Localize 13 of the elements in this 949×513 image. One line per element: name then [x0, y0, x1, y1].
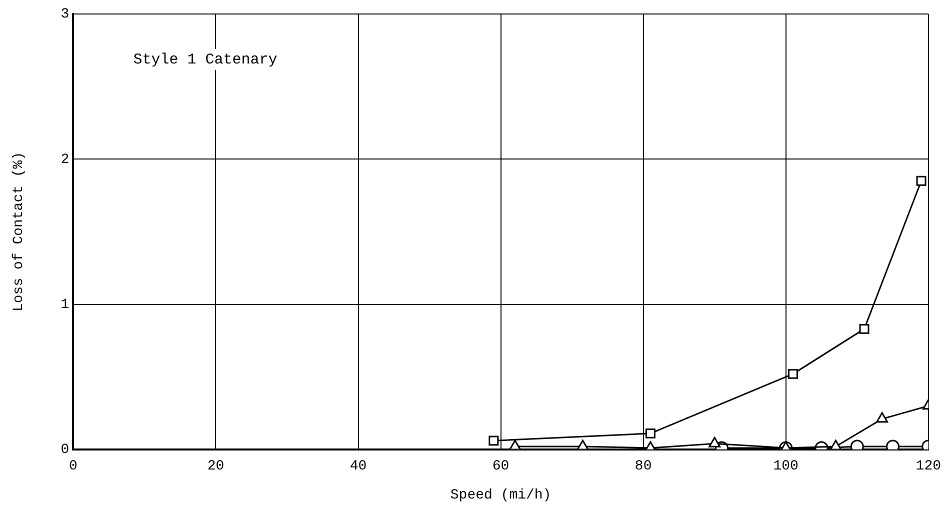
x-tick-label: 20	[207, 458, 224, 475]
y-tick-label: 3	[60, 6, 70, 23]
x-tick-label: 100	[773, 458, 798, 475]
x-tick-label: 60	[492, 458, 510, 475]
y-tick-label: 2	[60, 152, 70, 168]
annotation: Style 1 Catenary	[133, 51, 278, 68]
x-tick-label: 120	[916, 458, 942, 475]
y-tick-label: 0	[60, 442, 70, 458]
x-tick-label: 40	[350, 458, 367, 475]
y-axis-title: Loss of Contact (%)	[11, 152, 28, 312]
y-tick-label: 1	[60, 296, 70, 313]
x-tick-label: 80	[634, 458, 652, 475]
x-axis-title: Speed (mi/h)	[450, 487, 552, 504]
